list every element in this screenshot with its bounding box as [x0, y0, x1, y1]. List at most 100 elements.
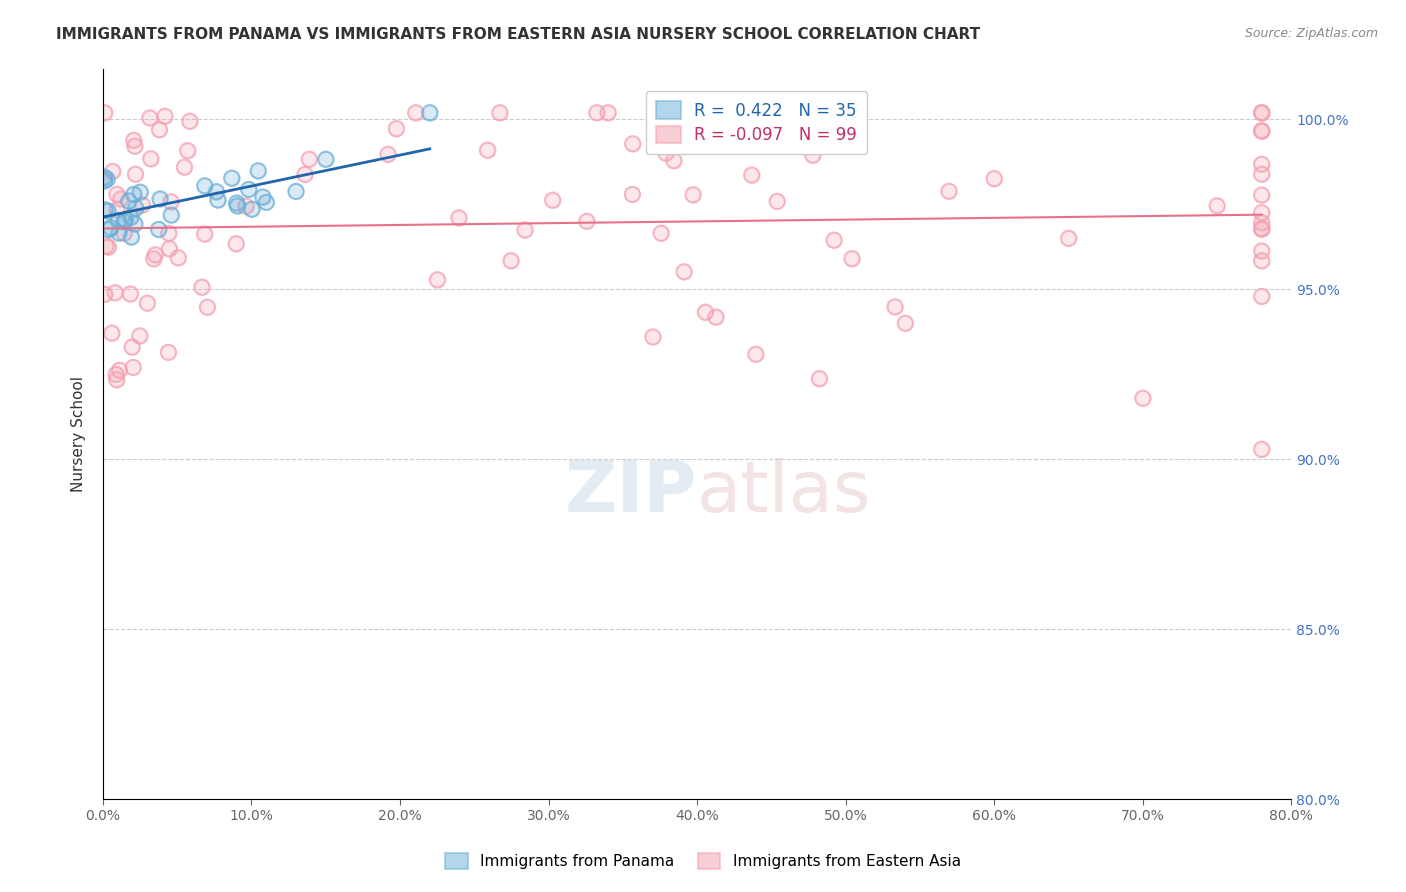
Point	[1250, 205, 1272, 219]
Point	[124, 217, 146, 231]
Point	[655, 146, 678, 161]
Point	[129, 185, 152, 199]
Point	[377, 147, 399, 161]
Point	[801, 148, 824, 162]
Text: ZIP: ZIP	[565, 458, 697, 527]
Point	[149, 192, 172, 206]
Point	[105, 202, 128, 217]
Point	[93, 170, 115, 185]
Point	[513, 223, 536, 237]
Point	[97, 222, 120, 236]
Point	[205, 185, 228, 199]
Point	[101, 164, 124, 178]
Point	[93, 287, 115, 301]
Point	[1250, 289, 1272, 303]
Point	[120, 211, 142, 225]
Point	[1250, 123, 1272, 137]
Point	[641, 330, 664, 344]
Point	[108, 363, 131, 377]
Point	[1250, 188, 1272, 202]
Point	[650, 226, 672, 240]
Point	[139, 111, 162, 125]
Point	[105, 368, 128, 382]
Point	[173, 160, 195, 174]
Point	[104, 285, 127, 300]
Point	[221, 171, 243, 186]
Point	[120, 286, 142, 301]
Point	[682, 187, 704, 202]
Point	[97, 204, 120, 219]
Point	[94, 239, 117, 253]
Point	[585, 105, 607, 120]
Point	[122, 360, 145, 375]
Point	[107, 213, 129, 227]
Point	[745, 347, 768, 361]
Point	[1250, 105, 1272, 120]
Point	[105, 373, 128, 387]
Point	[1250, 221, 1272, 235]
Point	[477, 143, 499, 157]
Point	[143, 247, 166, 261]
Point	[221, 171, 243, 186]
Point	[124, 167, 146, 181]
Point	[385, 121, 408, 136]
Point	[1057, 231, 1080, 245]
Point	[1250, 244, 1272, 258]
Point	[110, 192, 132, 206]
Point	[247, 163, 270, 178]
Point	[129, 185, 152, 199]
Point	[841, 252, 863, 266]
Point	[142, 252, 165, 266]
Point	[596, 105, 619, 120]
Point	[100, 326, 122, 340]
Point	[1250, 222, 1272, 236]
Point	[120, 230, 142, 244]
Point	[157, 345, 180, 359]
Point	[105, 368, 128, 382]
Point	[114, 212, 136, 227]
Point	[655, 146, 678, 161]
Point	[405, 105, 427, 120]
Point	[1206, 199, 1229, 213]
Point	[419, 105, 441, 120]
Point	[695, 305, 717, 319]
Point	[93, 174, 115, 188]
Point	[1250, 105, 1272, 120]
Point	[405, 105, 427, 120]
Point	[385, 121, 408, 136]
Point	[193, 227, 215, 241]
Point	[160, 194, 183, 209]
Point	[112, 227, 135, 241]
Point	[662, 153, 685, 168]
Point	[124, 139, 146, 153]
Point	[541, 193, 564, 207]
Point	[157, 227, 180, 241]
Point	[157, 227, 180, 241]
Point	[894, 316, 917, 330]
Point	[377, 147, 399, 161]
Point	[148, 122, 170, 136]
Point	[488, 105, 510, 120]
Point	[1250, 167, 1272, 181]
Point	[938, 184, 960, 198]
Point	[136, 296, 159, 310]
Point	[122, 133, 145, 147]
Point	[107, 213, 129, 227]
Point	[541, 193, 564, 207]
Point	[419, 105, 441, 120]
Point	[1250, 442, 1272, 457]
Point	[808, 371, 831, 385]
Point	[254, 195, 277, 210]
Point	[252, 190, 274, 204]
Point	[101, 164, 124, 178]
Point	[983, 171, 1005, 186]
Point	[142, 252, 165, 266]
Point	[766, 194, 789, 209]
Y-axis label: Nursery School: Nursery School	[72, 376, 86, 491]
Point	[252, 190, 274, 204]
Point	[621, 187, 644, 202]
Point	[94, 239, 117, 253]
Point	[1250, 253, 1272, 268]
Point	[191, 280, 214, 294]
Point	[157, 345, 180, 359]
